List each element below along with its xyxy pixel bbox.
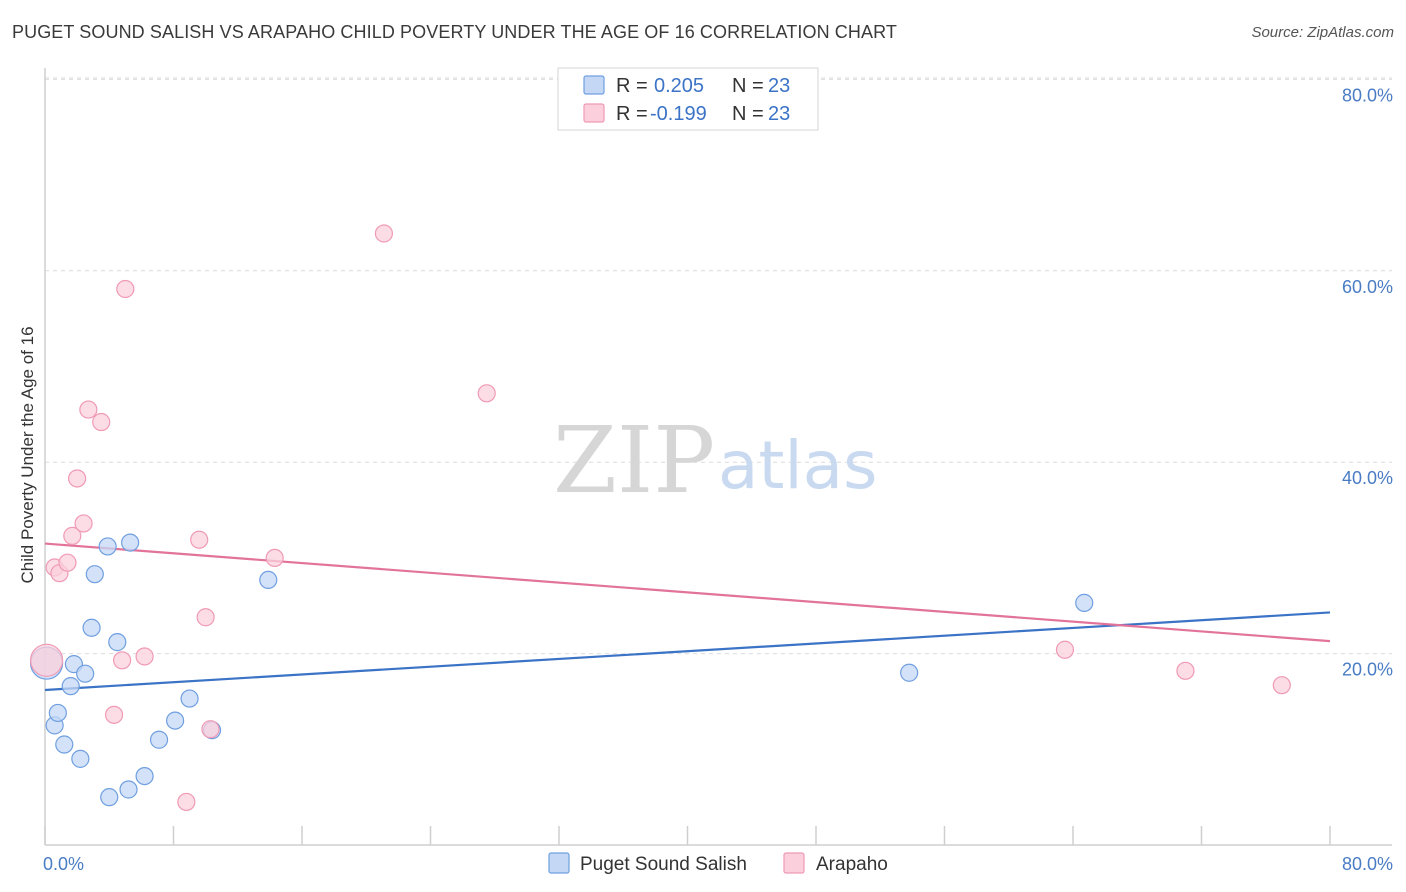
arapaho-point-14 [190,530,209,549]
series-legend-label-arapaho: Arapaho [816,854,888,875]
x-tick-label-1: 80.0% [1342,854,1393,874]
legend-n-label-2: N = [732,103,764,125]
salish-point-12 [108,633,127,652]
legend-swatch-arapaho [583,103,605,123]
salish-point-13 [119,780,138,799]
chart-title: PUGET SOUND SALISH VS ARAPAHO CHILD POVE… [12,22,897,42]
salish-point-8 [82,618,101,637]
salish-point-17 [166,711,185,730]
salish-point-4 [61,677,80,696]
salish-point-11 [100,788,119,807]
watermark-atlas: atlas [718,427,878,504]
y-tick-label-2: 60.0% [1342,277,1393,297]
trend-lines [44,542,1331,692]
arapaho-point-20 [1055,640,1075,659]
arapaho-point-17 [265,548,284,568]
legend-n-value-1: 23 [768,75,790,97]
scatter-points [30,224,1291,812]
arapaho-point-19 [477,384,496,403]
arapaho-point-22 [1272,676,1291,695]
salish-point-20 [259,570,278,590]
y-tick-label-3: 80.0% [1342,85,1393,105]
legend-r-label-1: R = [616,75,648,97]
x-tick-labels: 0.0% 80.0% [43,854,1393,874]
series-legend-swatch-salish [548,852,570,874]
watermark: ZIP atlas [553,407,878,514]
arapaho-point-5 [68,469,87,488]
salish-point-15 [135,766,154,786]
x-tick-label-0: 0.0% [43,854,84,874]
arapaho-point-21 [1176,661,1195,680]
watermark-zip: ZIP [553,407,715,514]
y-tick-label-0: 20.0% [1342,660,1393,680]
arapaho-point-9 [104,705,124,724]
salish-point-9 [85,565,104,584]
y-tick-labels: 20.0% 40.0% 60.0% 80.0% [1342,85,1393,679]
legend-n-value-2: 23 [768,103,790,125]
legend-r-value-2: -0.199 [650,103,707,125]
salish-point-6 [71,749,90,768]
salish-point-16 [149,730,169,749]
salish-point-3 [55,735,74,754]
arapaho-point-18 [374,224,394,243]
salish-point-21 [900,663,919,682]
salish-point-22 [1075,593,1094,612]
arapaho-point-6 [74,514,93,533]
source-credit: Source: ZipAtlas.com [1251,24,1394,41]
arapaho-point-13 [177,792,196,812]
y-tick-label-1: 40.0% [1342,468,1393,488]
legend-r-value-1: 0.205 [654,75,704,97]
gridlines [45,77,1392,655]
salish-point-14 [121,533,140,552]
arapaho-point-16 [201,720,220,739]
salish-point-18 [180,689,199,708]
arapaho-point-15 [196,608,215,627]
stats-legend: R = 0.205 N = 23 R = -0.199 N = 23 [557,67,819,131]
arapaho-point-4 [63,526,82,545]
series-legend-label-salish: Puget Sound Salish [580,854,747,875]
legend-swatch-salish [583,75,605,95]
legend-r-label-2: R = [616,103,648,125]
y-axis-label: Child Poverty Under the Age of 16 [18,326,37,583]
salish-point-7 [76,664,95,683]
arapaho-point-12 [135,647,154,666]
salish-trend-line [44,611,1331,692]
arapaho-point-10 [112,651,132,670]
arapaho-point-8 [92,412,111,432]
series-legend: Puget Sound Salish Arapaho [548,852,888,875]
salish-point-2 [48,703,67,723]
arapaho-point-11 [116,279,135,299]
axes [44,68,1392,846]
salish-point-10 [98,537,117,556]
series-legend-swatch-arapaho [783,852,805,874]
arapaho-trend-line [44,542,1331,643]
arapaho-point-0 [30,643,64,677]
arapaho-point-7 [79,400,98,419]
legend-n-label-1: N = [732,75,764,97]
arapaho-point-3 [58,553,77,572]
